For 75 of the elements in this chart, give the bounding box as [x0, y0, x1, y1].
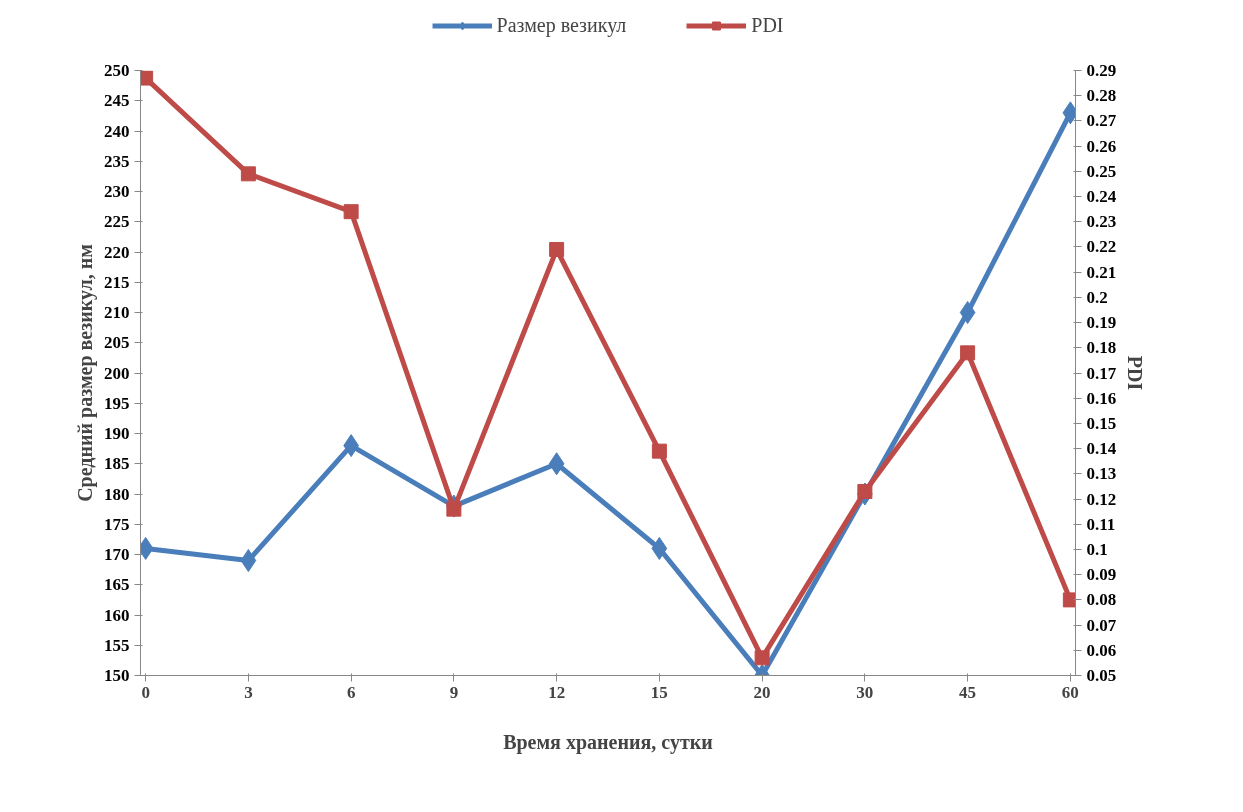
y2-tick-label: 0.12: [1086, 489, 1117, 509]
y2-tick-label: 0.19: [1086, 313, 1117, 333]
y-tick-label: 195: [104, 393, 130, 413]
point: [343, 204, 359, 220]
y2-tick-label: 0.09: [1086, 565, 1117, 585]
y-tick-label: 160: [104, 605, 130, 625]
x-tick-label: 0: [141, 682, 150, 702]
y2-tick-label: 0.08: [1086, 590, 1117, 610]
y-tick-label: 155: [104, 635, 130, 655]
x-tick-label: 20: [753, 682, 771, 702]
point: [959, 301, 976, 324]
y2-tick-label: 0.23: [1086, 212, 1117, 232]
x-tick-label: 9: [449, 682, 459, 702]
y-tick-label: 210: [104, 303, 130, 322]
y-tick-label: 150: [104, 666, 130, 685]
y2-tick-label: 0.22: [1086, 237, 1117, 257]
x-tick-label: 12: [548, 682, 566, 702]
y2-tick-label: 0.29: [1086, 61, 1117, 80]
x-tick-label: 30: [856, 682, 874, 702]
y2-tick-label: 0.13: [1086, 464, 1117, 484]
point: [240, 549, 257, 573]
point: [548, 452, 565, 476]
y-tick-label: 190: [104, 424, 130, 443]
y-tick-label: 220: [104, 242, 130, 262]
point: [857, 483, 873, 499]
point: [960, 345, 976, 361]
y2-tick-label: 0.06: [1086, 640, 1117, 660]
legend-label: Размер везикул: [496, 13, 627, 37]
y2-tick-label: 0.07: [1086, 615, 1117, 635]
y-tick-label: 175: [104, 514, 130, 534]
point: [446, 501, 462, 517]
y2-tick-label: 0.21: [1086, 262, 1117, 282]
y-tick-label: 225: [104, 212, 130, 232]
point: [1062, 592, 1076, 608]
x-tick-label: 3: [244, 682, 253, 702]
point: [754, 650, 770, 666]
y2-tick-label: 0.17: [1086, 363, 1117, 383]
y2-axis-title: PDI: [1124, 355, 1147, 391]
y2-tick-label: 0.28: [1086, 86, 1117, 106]
y-tick-label: 215: [104, 272, 130, 292]
y-axis-title: Средний размер везикул, нм: [74, 244, 97, 502]
y-tick-label: 185: [104, 454, 130, 474]
x-axis-title: Время хранения, сутки: [503, 730, 713, 754]
y2-tick-label: 0.1: [1086, 539, 1108, 559]
y2-tick-label: 0.11: [1086, 514, 1116, 534]
point: [651, 443, 667, 459]
y-tick-label: 245: [104, 91, 130, 111]
y2-tick-label: 0.05: [1086, 666, 1117, 685]
y-tick-label: 200: [104, 363, 130, 383]
y-tick-label: 205: [104, 333, 130, 353]
x-tick-label: 60: [1061, 682, 1079, 702]
y2-tick-label: 0.26: [1086, 136, 1117, 156]
point: [240, 166, 256, 182]
y2-tick-label: 0.16: [1086, 388, 1117, 408]
y-tick-label: 180: [104, 484, 130, 504]
y2-tick-label: 0.15: [1086, 413, 1117, 433]
legend-label: PDI: [751, 13, 784, 37]
y2-tick-label: 0.24: [1086, 187, 1117, 207]
x-tick-label: 45: [959, 682, 977, 702]
y-tick-label: 235: [104, 151, 130, 171]
x-tick-label: 15: [650, 682, 668, 702]
y-tick-label: 170: [104, 545, 130, 564]
y2-tick-label: 0.27: [1086, 111, 1117, 131]
point: [549, 241, 565, 257]
y2-tick-label: 0.2: [1086, 287, 1108, 307]
y-tick-label: 240: [104, 121, 130, 141]
y2-tick-label: 0.18: [1086, 338, 1117, 358]
y-tick-label: 165: [104, 575, 130, 595]
point: [140, 70, 154, 86]
x-tick-label: 6: [346, 682, 356, 702]
y2-tick-label: 0.25: [1086, 161, 1117, 181]
point: [651, 536, 668, 560]
y2-tick-label: 0.14: [1086, 439, 1117, 459]
y-tick-label: 230: [104, 182, 130, 201]
y-tick-label: 250: [104, 61, 130, 80]
